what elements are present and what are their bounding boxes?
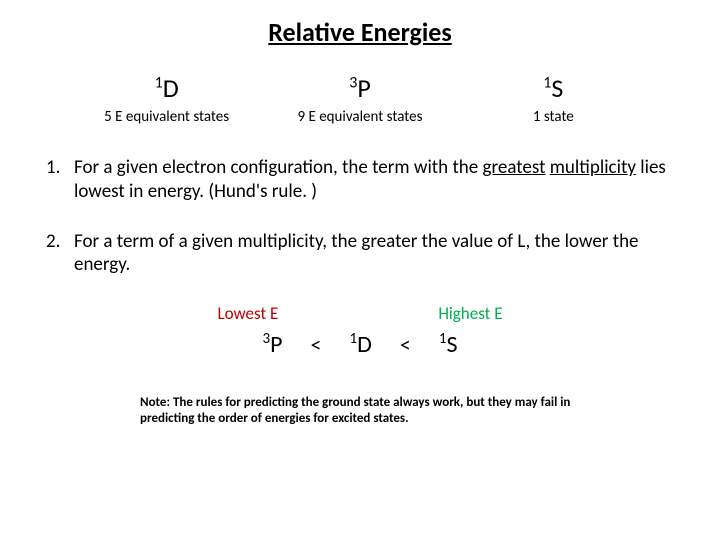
state-desc: 5 E equivalent states	[70, 108, 263, 126]
lowest-e-label: Lowest E	[218, 303, 279, 324]
highest-e-label: Highest E	[438, 303, 502, 324]
term-letter: D	[163, 72, 179, 104]
rule-number: 2.	[46, 230, 74, 278]
order-term-3p: 3P	[263, 330, 283, 359]
terms-row: 1D 3P 1S	[40, 72, 680, 104]
energy-order: 3P < 1D < 1S	[40, 330, 680, 359]
term-1s: 1S	[457, 72, 650, 104]
rules-list: 1. For a given electron configuration, t…	[40, 156, 680, 277]
rule-number: 1.	[46, 156, 74, 204]
term-sup: 1	[155, 73, 163, 92]
slide: Relative Energies 1D 3P 1S 5 E equivalen…	[0, 0, 720, 428]
state-desc: 1 state	[457, 108, 650, 126]
state-desc: 9 E equivalent states	[263, 108, 456, 126]
rule-2: 2. For a term of a given multiplicity, t…	[46, 230, 674, 278]
rule-text: For a term of a given multiplicity, the …	[74, 230, 674, 278]
term-letter: S	[551, 72, 563, 104]
energy-labels: Lowest E Highest E	[40, 303, 680, 324]
underline-multiplicity: multiplicity	[550, 156, 636, 179]
page-title: Relative Energies	[40, 16, 680, 48]
order-term-1s: 1S	[439, 330, 458, 359]
order-term-1d: 1D	[350, 330, 372, 359]
less-than: <	[311, 331, 322, 358]
footnote: Note: The rules for predicting the groun…	[40, 395, 680, 428]
term-symbol: 1S	[543, 72, 563, 104]
less-than: <	[400, 331, 411, 358]
term-letter: P	[357, 72, 370, 104]
term-symbol: 3P	[349, 72, 371, 104]
rule-1: 1. For a given electron configuration, t…	[46, 156, 674, 204]
underline-greatest: greatest	[483, 156, 546, 179]
term-symbol: 1D	[155, 72, 179, 104]
rule-text: For a given electron configuration, the …	[74, 156, 674, 204]
term-1d: 1D	[70, 72, 263, 104]
states-row: 5 E equivalent states 9 E equivalent sta…	[40, 108, 680, 126]
term-3p: 3P	[263, 72, 456, 104]
